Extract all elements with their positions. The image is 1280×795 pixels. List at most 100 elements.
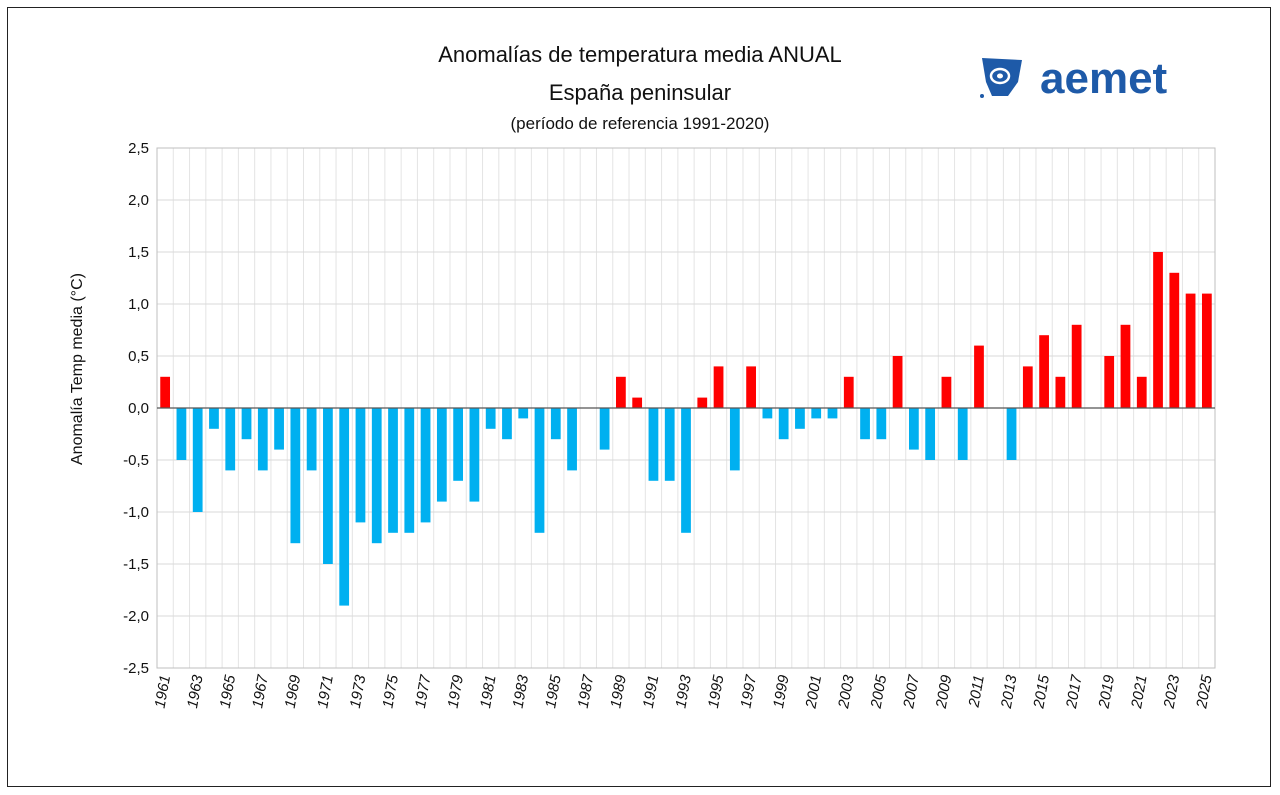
bar-1963: [192, 408, 203, 512]
bar-2017: [1071, 324, 1082, 408]
logo-text: aemet: [1040, 54, 1168, 103]
chart-note: (período de referencia 1991-2020): [510, 114, 770, 133]
bar-1962: [176, 408, 187, 460]
bar-2008: [925, 408, 936, 460]
bar-1988: [599, 408, 610, 450]
bar-1999: [778, 408, 789, 440]
x-tick-label: 1987: [575, 673, 598, 709]
chart-frame: [7, 7, 1271, 787]
x-tick-label: 2003: [835, 673, 858, 710]
x-tick-label: 2011: [965, 674, 988, 710]
bar-1977: [420, 408, 431, 523]
y-tick-label: -2,5: [123, 660, 149, 677]
bar-2007: [908, 408, 919, 450]
y-tick-label: 1,0: [128, 296, 149, 313]
bar-1972: [339, 408, 350, 606]
x-tick-label: 1963: [184, 673, 207, 709]
bar-1965: [225, 408, 236, 471]
bar-1991: [648, 408, 659, 481]
y-tick-label: -1,0: [123, 504, 149, 521]
bar-1979: [453, 408, 464, 481]
x-tick-label: 1971: [314, 674, 337, 710]
x-tick-label: 2025: [1193, 673, 1216, 710]
bar-2005: [876, 408, 887, 440]
bar-2015: [1039, 335, 1049, 408]
x-tick-label: 2021: [1128, 674, 1151, 711]
y-tick-label: -2,0: [123, 608, 149, 625]
bar-1966: [241, 408, 252, 440]
x-tick-label: 1981: [477, 674, 500, 710]
bar-1985: [550, 408, 561, 440]
bar-2001: [811, 408, 822, 419]
x-tick-label: 1977: [412, 673, 435, 709]
bar-1980: [469, 408, 480, 502]
bar-2023: [1169, 272, 1180, 408]
bar-2002: [827, 408, 838, 419]
bar-2014: [1022, 366, 1033, 408]
y-tick-label: 2,5: [128, 140, 149, 157]
bar-2010: [957, 408, 968, 460]
x-tick-label: 1969: [282, 673, 305, 709]
x-tick-label: 1989: [607, 673, 630, 709]
bar-1996: [729, 408, 740, 471]
bar-2024: [1185, 293, 1196, 408]
y-tick-label: 1,5: [128, 244, 149, 261]
bar-2004: [860, 408, 870, 440]
bar-1995: [713, 366, 724, 408]
bar-2016: [1055, 376, 1066, 408]
x-tick-label: 1993: [672, 673, 695, 709]
bar-1994: [697, 397, 708, 408]
bar-1976: [404, 408, 415, 533]
x-tick-label: 1983: [510, 673, 533, 709]
bar-1967: [257, 408, 268, 471]
aemet-logo: aemet: [980, 54, 1168, 103]
x-tick-label: 2017: [1063, 673, 1086, 710]
x-tick-label: 1973: [347, 673, 370, 709]
bar-1982: [502, 408, 512, 440]
bar-1978: [436, 408, 447, 502]
bar-1998: [762, 408, 773, 419]
bar-2011: [974, 345, 984, 408]
bar-1986: [567, 408, 577, 471]
y-tick-label: 0,0: [128, 400, 149, 417]
x-tick-label: 2001: [802, 674, 825, 711]
bar-2006: [892, 356, 903, 408]
x-tick-label: 1985: [542, 673, 565, 709]
chart-subtitle: España peninsular: [548, 80, 732, 105]
bar-2000: [795, 408, 805, 429]
bar-1981: [485, 408, 496, 429]
x-tick-label: 1997: [738, 673, 761, 709]
bar-1992: [664, 408, 675, 481]
bar-2021: [1136, 376, 1147, 408]
x-tick-label: 1991: [640, 674, 663, 710]
bar-1997: [746, 366, 756, 408]
x-tick-label: 2019: [1095, 673, 1118, 710]
x-tick-label: 1999: [770, 673, 793, 709]
bar-1975: [388, 408, 398, 533]
bar-1990: [632, 397, 643, 408]
y-tick-label: -1,5: [123, 556, 149, 573]
x-tick-label: 2023: [1161, 673, 1184, 710]
bar-2009: [941, 376, 952, 408]
bar-2025: [1201, 293, 1212, 408]
bar-2013: [1006, 408, 1017, 460]
chart-title: Anomalías de temperatura media ANUAL: [438, 42, 842, 67]
x-tick-label: 1979: [445, 673, 468, 709]
bar-1973: [355, 408, 366, 523]
bar-1984: [534, 408, 545, 533]
x-tick-label: 2013: [998, 673, 1021, 710]
x-tick-label: 1995: [705, 673, 728, 709]
x-tick-label: 1967: [249, 673, 272, 709]
bar-1989: [616, 376, 626, 408]
bar-1971: [323, 408, 333, 564]
x-tick-label: 2009: [933, 673, 956, 710]
x-tick-label: 2005: [868, 673, 891, 710]
bar-2019: [1104, 356, 1115, 408]
bar-2003: [843, 376, 854, 408]
bar-1969: [290, 408, 301, 544]
x-tick-label: 1965: [217, 673, 240, 709]
y-tick-label: -0,5: [123, 452, 149, 469]
bar-1974: [371, 408, 382, 544]
bar-1961: [160, 376, 171, 408]
bar-2020: [1120, 324, 1131, 408]
